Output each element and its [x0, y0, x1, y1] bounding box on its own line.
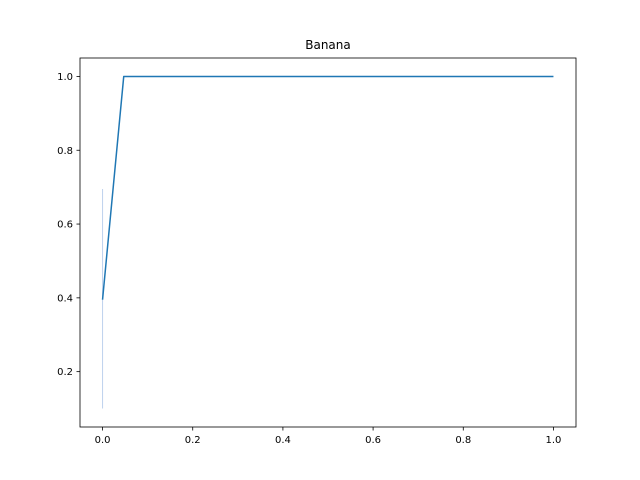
y-tick-label: 0.8: [57, 146, 73, 157]
x-tick-label: 0.8: [455, 435, 471, 446]
x-tick-label: 0.6: [365, 435, 381, 446]
y-axis: 0.2 0.4 0.6 0.8 1.0: [57, 72, 80, 378]
series-line-0: [101, 75, 554, 300]
chart-title: Banana: [305, 38, 351, 52]
x-tick-label: 0.2: [185, 435, 201, 446]
y-tick-label: 1.0: [57, 72, 73, 83]
x-tick-label: 0.0: [95, 435, 111, 446]
x-axis: 0.0 0.2 0.4 0.6 0.8 1.0: [95, 427, 562, 446]
plot-frame: [79, 57, 577, 428]
y-tick-label: 0.4: [57, 293, 73, 304]
y-tick-label: 0.2: [57, 367, 73, 378]
y-tick-label: 0.6: [57, 220, 73, 231]
x-tick-label: 1.0: [546, 435, 562, 446]
x-tick-label: 0.4: [275, 435, 291, 446]
